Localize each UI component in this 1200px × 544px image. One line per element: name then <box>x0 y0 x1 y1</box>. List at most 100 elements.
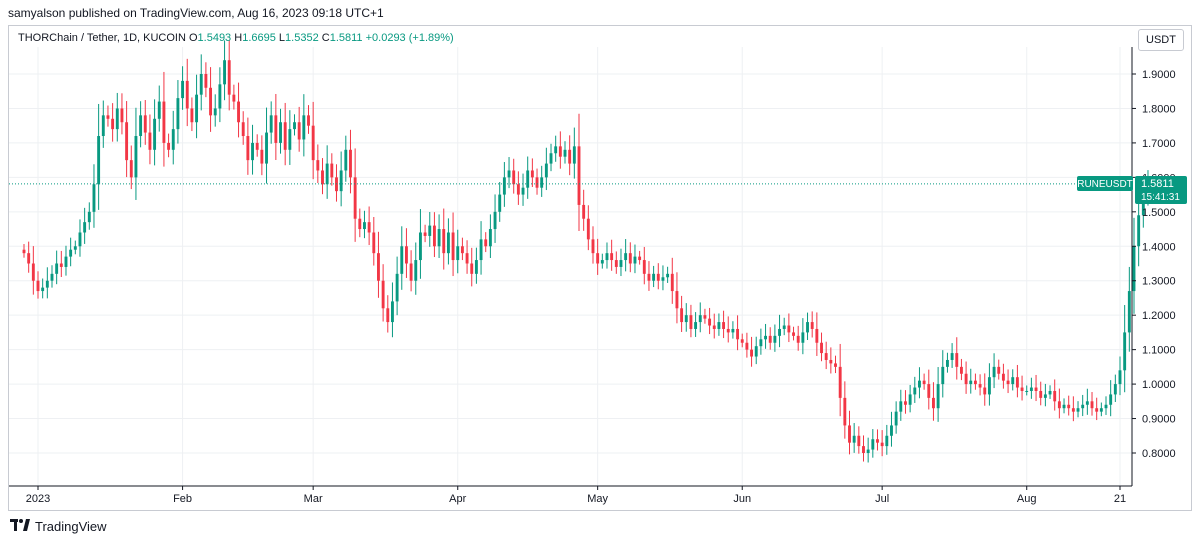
candle-body <box>83 222 87 233</box>
candle <box>358 208 362 238</box>
candle-body <box>642 260 646 274</box>
candle-body <box>638 256 642 261</box>
candle <box>568 135 572 176</box>
candle-body <box>512 170 516 185</box>
candle <box>101 100 105 148</box>
candle-body <box>708 318 712 326</box>
candle-body <box>414 260 418 281</box>
candle-body <box>260 149 264 164</box>
candle <box>1095 397 1099 421</box>
candle <box>852 423 856 453</box>
candle-body <box>764 335 767 340</box>
candle-body <box>600 260 604 264</box>
candle-body <box>297 122 301 140</box>
candle-body <box>544 163 548 178</box>
candle <box>395 256 399 316</box>
candle-body <box>1137 215 1141 247</box>
candle <box>31 246 35 295</box>
candle <box>69 237 73 267</box>
candle <box>904 390 907 414</box>
candle-body <box>353 177 357 219</box>
candle <box>558 131 562 169</box>
candle <box>470 247 474 287</box>
candle <box>1006 369 1010 394</box>
candle <box>899 389 903 421</box>
candle <box>778 314 781 348</box>
candle <box>600 253 604 269</box>
candle <box>1062 398 1066 414</box>
candle-body <box>78 232 82 247</box>
candle-body <box>22 249 26 254</box>
candle <box>838 343 842 417</box>
candle-body <box>680 308 684 323</box>
candle-body <box>488 229 492 247</box>
legend-symbol[interactable]: THORChain / Tether, 1D, KUCOIN <box>18 32 186 44</box>
candle-body <box>1067 404 1071 409</box>
candle-body <box>992 366 996 378</box>
candle-body <box>288 129 292 150</box>
x-tick-label: 2023 <box>26 493 50 505</box>
candle-body <box>820 342 823 354</box>
candle-body <box>1085 401 1089 405</box>
candle-body <box>167 142 171 150</box>
candle <box>708 307 712 335</box>
candle-body <box>162 101 166 143</box>
candle-body <box>64 256 68 267</box>
candle-body <box>1048 390 1052 395</box>
candle-body <box>377 253 380 281</box>
candle-body <box>890 425 893 436</box>
candle <box>241 111 245 145</box>
candle <box>176 80 180 144</box>
candle-body <box>479 239 483 261</box>
candle-body <box>148 132 152 150</box>
candle <box>87 202 91 230</box>
candle <box>325 145 329 199</box>
candle-body <box>381 280 385 309</box>
candle <box>432 212 436 258</box>
candle-body <box>143 115 147 133</box>
candle <box>624 239 628 272</box>
candle-body <box>223 60 226 85</box>
candle <box>768 327 772 350</box>
candle-body <box>894 411 898 426</box>
candle-body <box>656 273 660 281</box>
candle-body <box>274 115 278 143</box>
candle <box>1127 266 1131 352</box>
x-tick-label: Aug <box>1017 493 1037 505</box>
candle-body <box>1062 404 1066 409</box>
candle-body <box>237 101 240 123</box>
candle <box>507 157 511 189</box>
candle <box>167 133 171 158</box>
candle-body <box>181 80 185 99</box>
candle-body <box>834 363 837 367</box>
candle-body <box>293 122 296 130</box>
candle <box>83 207 87 244</box>
candle <box>586 205 590 251</box>
candle-body <box>386 308 390 323</box>
candle-body <box>349 149 352 178</box>
candle <box>1025 385 1029 396</box>
y-tick-label: 1.8000 <box>1142 103 1176 115</box>
candle <box>1113 374 1117 403</box>
candle <box>367 206 371 246</box>
candle <box>684 303 688 332</box>
candle-body <box>1081 404 1085 409</box>
candle-body <box>661 277 665 281</box>
candle <box>540 165 544 197</box>
candle-body <box>782 325 786 329</box>
candle-body <box>572 146 576 164</box>
candle <box>750 336 754 367</box>
y-tick-label: 1.2000 <box>1142 310 1176 322</box>
candle <box>134 107 138 200</box>
candle <box>246 117 250 175</box>
tradingview-logo[interactable]: TradingView <box>10 519 107 534</box>
candle <box>1090 392 1094 416</box>
candle <box>652 265 656 288</box>
candle <box>223 40 226 101</box>
candle-body <box>460 246 464 254</box>
candle <box>820 332 823 362</box>
candle-body <box>862 446 865 453</box>
currency-button[interactable]: USDT <box>1138 29 1184 51</box>
candle <box>171 110 175 165</box>
